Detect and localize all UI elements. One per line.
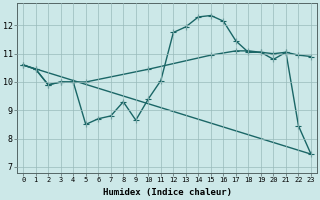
X-axis label: Humidex (Indice chaleur): Humidex (Indice chaleur) [103, 188, 232, 197]
